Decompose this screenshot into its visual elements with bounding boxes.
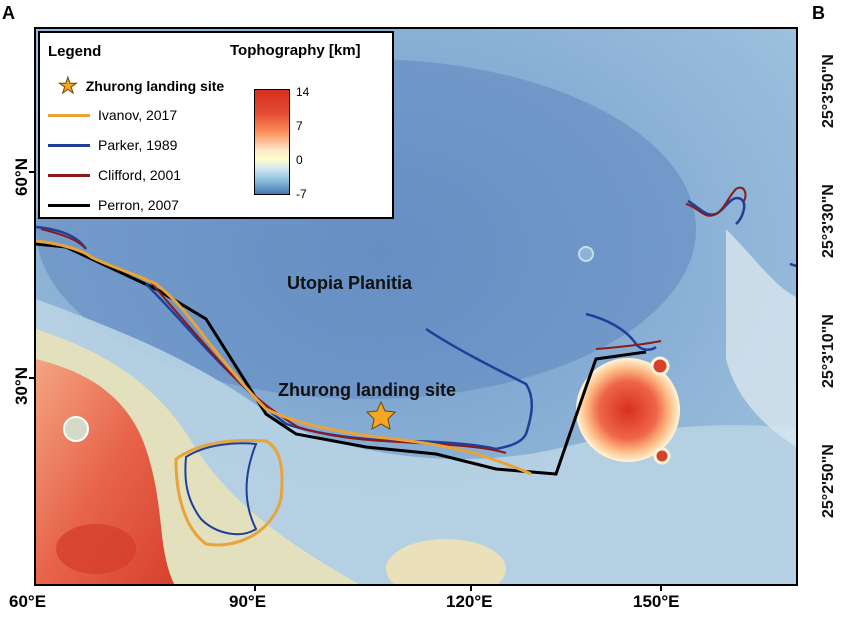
crater-small-2 xyxy=(63,416,89,442)
panel-b-coord-4: 25°2'50"N xyxy=(820,444,837,518)
legend-label-ivanov: Ivanov, 2017 xyxy=(98,107,178,123)
topography-colorbar xyxy=(254,89,290,195)
zhurong-site-label: Zhurong landing site xyxy=(278,380,456,400)
crater-small-1 xyxy=(578,246,594,262)
lat-label-60n: 60°N xyxy=(12,158,31,196)
panel-label-a: A xyxy=(2,3,15,23)
legend-title: Legend xyxy=(48,43,102,60)
legend-item-clifford: Clifford, 2001 xyxy=(48,165,181,185)
map-svg xyxy=(36,29,796,584)
ivanov-2017-main xyxy=(36,239,532,476)
colorbar-tick-0: 0 xyxy=(296,153,303,167)
legend-item-parker: Parker, 1989 xyxy=(48,135,177,155)
zhurong-star-marker xyxy=(365,400,397,430)
panel-b-coord-1: 25°3'50"N xyxy=(820,54,837,128)
parker-1989-edge xyxy=(789,262,796,268)
ivanov-2017-loop xyxy=(174,438,284,547)
legend-site-label: Zhurong landing site xyxy=(85,78,225,94)
lon-label-90e: 90°E xyxy=(229,592,267,611)
lon-tick-120e xyxy=(470,586,472,591)
clifford-2001-nw xyxy=(40,228,85,248)
legend-label-clifford: Clifford, 2001 xyxy=(98,167,182,183)
topography-title: Tophography [km] xyxy=(230,42,361,59)
lon-tick-150e xyxy=(660,586,662,591)
lat-tick-30n xyxy=(29,377,34,379)
small-crater-south xyxy=(653,447,671,465)
legend-box: Legend Tophography [km] ★ Zhurong landin… xyxy=(38,31,394,219)
panel-b-coord-3: 25°3'10"N xyxy=(820,314,837,388)
parker-1989-ne xyxy=(687,196,746,225)
panel-b-coord-2: 25°3'30"N xyxy=(820,184,837,258)
colorbar-tick-7: 7 xyxy=(296,119,303,133)
legend-label-perron: Perron, 2007 xyxy=(98,197,179,213)
lat-label-30n: 30°N xyxy=(12,367,31,405)
clifford-2001-main xyxy=(147,278,507,454)
legend-swatch-parker xyxy=(48,143,90,147)
legend-item-perron: Perron, 2007 xyxy=(48,195,179,215)
small-crater-north xyxy=(650,356,670,376)
parker-1989-channel xyxy=(425,327,533,451)
lon-label-120e: 120°E xyxy=(446,592,493,611)
east-light-terrain xyxy=(726,229,796,447)
legend-item-ivanov: Ivanov, 2017 xyxy=(48,105,177,125)
lon-tick-90e xyxy=(254,586,256,591)
lon-label-60e: 60°E xyxy=(9,592,47,611)
south-cream-patch xyxy=(386,539,506,584)
legend-site-entry: ★ Zhurong landing site xyxy=(58,73,225,98)
large-crater xyxy=(576,358,680,462)
lat-tick-60n xyxy=(29,171,34,173)
legend-swatch-perron xyxy=(48,203,90,207)
utopia-planitia-label: Utopia Planitia xyxy=(287,273,413,293)
colorbar-tick-neg7: -7 xyxy=(296,187,307,201)
star-icon: ★ xyxy=(58,73,79,98)
parker-1989-loop xyxy=(184,442,258,536)
topography-map xyxy=(34,27,798,586)
highland-red xyxy=(36,359,175,584)
legend-swatch-clifford xyxy=(48,173,90,177)
panel-label-b: B xyxy=(812,3,825,23)
highland-peak xyxy=(56,524,136,574)
legend-label-parker: Parker, 1989 xyxy=(98,137,178,153)
clifford-2001-ne xyxy=(685,186,747,217)
parker-1989-main xyxy=(145,283,497,451)
colorbar-tick-14: 14 xyxy=(296,85,310,99)
lon-label-150e: 150°E xyxy=(633,592,680,611)
legend-swatch-ivanov xyxy=(48,113,90,117)
clifford-2001-east xyxy=(595,340,662,350)
